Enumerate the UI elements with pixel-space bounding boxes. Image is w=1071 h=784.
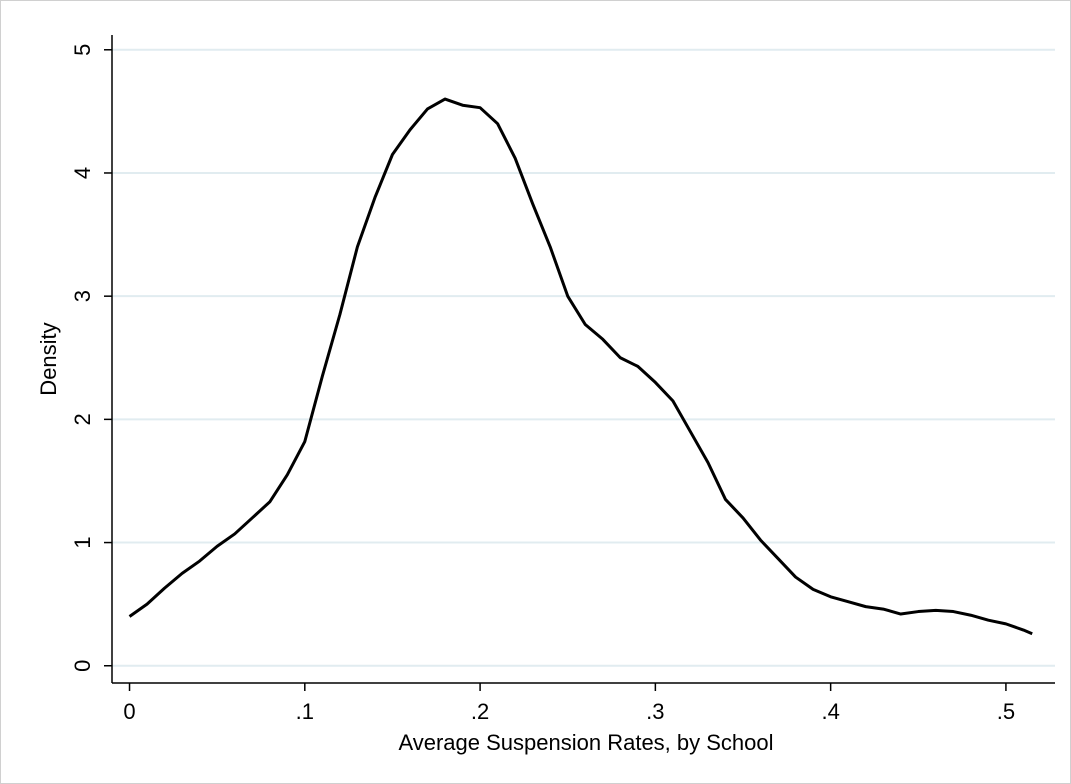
x-tick-label: .5 (997, 699, 1015, 724)
y-tick-label: 5 (70, 44, 95, 56)
density-line (128, 97, 1033, 636)
x-tick-label: .3 (646, 699, 664, 724)
y-tick-label: 4 (70, 167, 95, 179)
y-tick-label: 2 (70, 413, 95, 425)
y-axis-label: Density (36, 322, 61, 395)
x-tick-label: .2 (471, 699, 489, 724)
y-tick-label: 3 (70, 290, 95, 302)
y-tick-label: 0 (70, 660, 95, 672)
x-tick-label: .4 (821, 699, 839, 724)
x-tick-label: .1 (296, 699, 314, 724)
x-axis-label: Average Suspension Rates, by School (398, 730, 773, 755)
y-tick-label: 1 (70, 536, 95, 548)
x-tick-label: 0 (123, 699, 135, 724)
